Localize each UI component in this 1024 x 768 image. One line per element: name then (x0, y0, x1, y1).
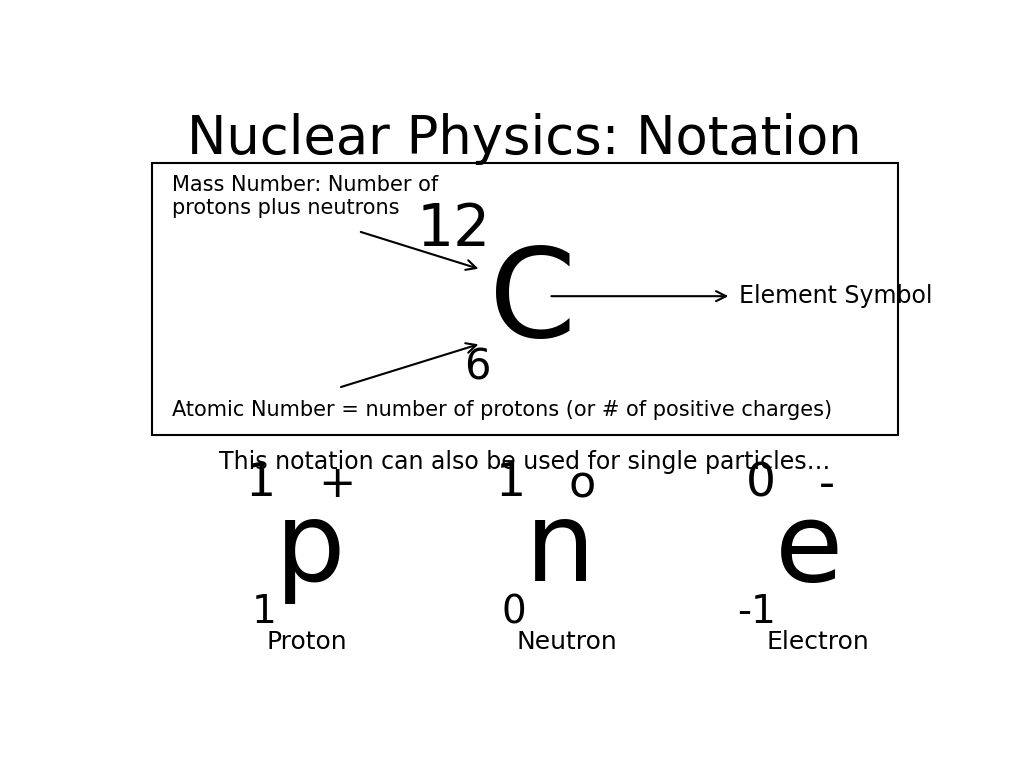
Text: p: p (274, 497, 345, 604)
Text: Atomic Number = number of protons (or # of positive charges): Atomic Number = number of protons (or # … (172, 400, 831, 420)
Text: 0: 0 (502, 593, 526, 631)
Text: o: o (568, 463, 596, 506)
Text: 0: 0 (746, 461, 776, 506)
Text: 12: 12 (417, 200, 490, 258)
Text: Proton: Proton (267, 631, 347, 654)
Text: 6: 6 (464, 346, 490, 389)
Text: This notation can also be used for single particles…: This notation can also be used for singl… (219, 450, 830, 474)
Text: C: C (489, 242, 577, 362)
Text: -: - (818, 463, 835, 506)
Text: +: + (318, 463, 355, 506)
Text: 1: 1 (252, 593, 276, 631)
Text: 1: 1 (497, 461, 526, 506)
Text: n: n (524, 497, 595, 604)
FancyBboxPatch shape (152, 163, 898, 435)
Text: Electron: Electron (767, 631, 869, 654)
Text: Element Symbol: Element Symbol (739, 284, 933, 308)
Text: e: e (775, 497, 843, 604)
Text: Neutron: Neutron (517, 631, 617, 654)
Text: -1: -1 (737, 593, 776, 631)
Text: 1: 1 (247, 461, 276, 506)
Text: Mass Number: Number of
protons plus neutrons: Mass Number: Number of protons plus neut… (172, 175, 438, 218)
Text: Nuclear Physics: Notation: Nuclear Physics: Notation (187, 113, 862, 165)
